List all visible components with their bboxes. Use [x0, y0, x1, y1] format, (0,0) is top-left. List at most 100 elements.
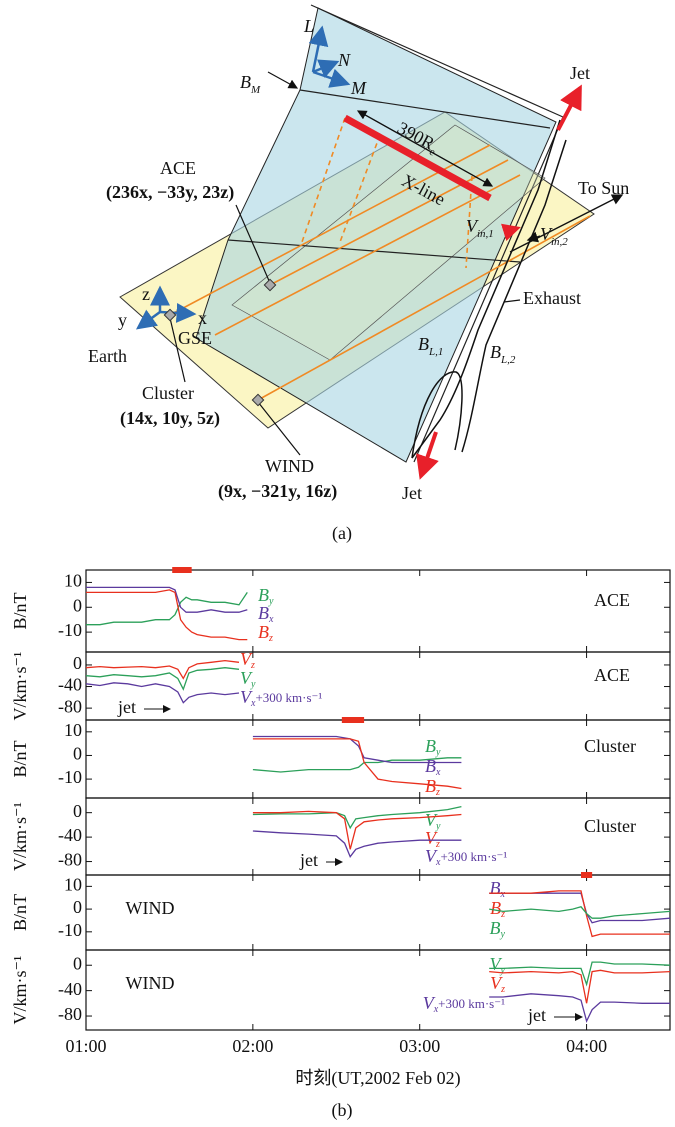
y-tick-label: 10	[64, 720, 82, 740]
l-label: L	[303, 16, 314, 36]
y-axis-label: V/km·s⁻¹	[10, 652, 30, 721]
label-sub: z	[268, 633, 273, 644]
cluster-position: (14x, 10y, 5z)	[120, 408, 220, 429]
label-base: B	[425, 776, 436, 796]
m-label: M	[350, 78, 367, 98]
ace-label: ACE	[160, 158, 196, 178]
y-tick-label: -40	[58, 675, 82, 695]
label-base: B	[240, 72, 251, 92]
label-sub: L,2	[500, 354, 516, 366]
station-label: Cluster	[584, 736, 636, 756]
label-base: B	[490, 342, 501, 362]
y-tick-label: -10	[58, 920, 82, 940]
label-base: B	[258, 585, 269, 605]
station-label: Cluster	[584, 816, 636, 836]
series-label: Bz	[425, 776, 440, 798]
y-tick-label: -10	[58, 620, 82, 640]
cluster-label: Cluster	[142, 383, 194, 403]
y-tick-label: 0	[73, 953, 82, 973]
label-sub: in,1	[477, 228, 494, 240]
series-line	[86, 592, 247, 624]
label-base: B	[490, 878, 501, 898]
series-label: Bx	[490, 878, 506, 900]
label-suffix: +300 km·s⁻¹	[438, 996, 505, 1011]
caption-a: (a)	[332, 523, 352, 544]
y-axis-label: B/nT	[10, 740, 30, 777]
y-tick-label: -80	[58, 850, 82, 870]
label-base: B	[425, 756, 436, 776]
jet-label: jet	[117, 697, 136, 717]
series-label: By	[490, 918, 506, 940]
jet-label: jet	[527, 1005, 546, 1025]
label-sub: z	[435, 787, 440, 798]
bl2-label: BL,2	[490, 342, 516, 365]
label-sub: M	[250, 84, 261, 96]
x-tick-label: 01:00	[65, 1036, 106, 1056]
series-line	[489, 907, 670, 918]
jet-label: Jet	[570, 63, 590, 83]
earth-label: Earth	[88, 346, 127, 366]
station-label: ACE	[594, 590, 630, 610]
series-label: By	[425, 736, 441, 758]
series-line	[489, 970, 670, 1003]
y-tick-label: 10	[64, 874, 82, 894]
series-line	[489, 893, 670, 923]
x-tick-label: 04:00	[566, 1036, 607, 1056]
y-tick-label: 0	[73, 653, 82, 673]
station-label: WIND	[126, 973, 175, 993]
y-tick-label: -80	[58, 696, 82, 716]
series-line	[86, 587, 247, 612]
y-tick-label: 10	[64, 571, 82, 591]
station-label: WIND	[126, 898, 175, 918]
series-label: Vx+300 km·s⁻¹	[240, 687, 322, 709]
label-sub: z	[500, 984, 505, 995]
pointer	[504, 300, 520, 302]
x-tick-label: 02:00	[232, 1036, 273, 1056]
label-base: B	[425, 736, 436, 756]
gse-label: GSE	[178, 328, 212, 348]
y-tick-label: -40	[58, 825, 82, 845]
gse-z-label: z	[142, 284, 150, 304]
ace-position: (236x, −33y, 23z)	[106, 182, 234, 203]
panel-frame	[86, 798, 670, 875]
label-suffix: +300 km·s⁻¹	[255, 690, 322, 705]
label-sub: y	[500, 929, 506, 940]
label-base: B	[258, 622, 269, 642]
label-base: B	[258, 603, 269, 623]
jet-arrow	[558, 88, 580, 130]
y-tick-label: 0	[73, 595, 82, 615]
y-tick-label: -40	[58, 979, 82, 999]
jet-label: Jet	[402, 483, 422, 503]
panel-frame	[86, 652, 670, 720]
station-label: ACE	[594, 665, 630, 685]
label-suffix: +300 km·s⁻¹	[440, 849, 507, 864]
wind-position: (9x, −321y, 16z)	[218, 481, 337, 502]
y-axis-label: V/km·s⁻¹	[10, 956, 30, 1025]
series-line	[86, 590, 247, 640]
y-tick-label: 0	[73, 744, 82, 764]
gse-y-label: y	[118, 310, 127, 330]
x-tick-label: 03:00	[399, 1036, 440, 1056]
series-line	[86, 683, 239, 703]
series-label: Vz	[490, 973, 505, 995]
figure: L N M BM Jet 390Re X-line ACE (236x, −33…	[0, 0, 675, 1127]
label-sub: in,2	[551, 236, 568, 248]
panel-frame	[86, 720, 670, 798]
series-label: Bz	[258, 622, 273, 644]
label-base: B	[418, 334, 429, 354]
y-axis-label: B/nT	[10, 894, 30, 931]
y-axis-label: V/km·s⁻¹	[10, 802, 30, 871]
jet-label: jet	[299, 850, 318, 870]
to-sun-label: To Sun	[578, 178, 629, 198]
jet-arrow	[421, 432, 436, 476]
y-axis-label: B/nT	[10, 592, 30, 629]
exhaust-label: Exhaust	[523, 288, 581, 308]
y-tick-label: -80	[58, 1004, 82, 1024]
label-base: B	[490, 918, 501, 938]
label-base: B	[490, 898, 501, 918]
series-label: Vx+300 km·s⁻¹	[423, 993, 505, 1015]
label-sub: L,1	[428, 346, 443, 358]
jet-interval	[581, 872, 592, 878]
y-tick-label: 0	[73, 801, 82, 821]
bm-label: BM	[240, 72, 261, 95]
